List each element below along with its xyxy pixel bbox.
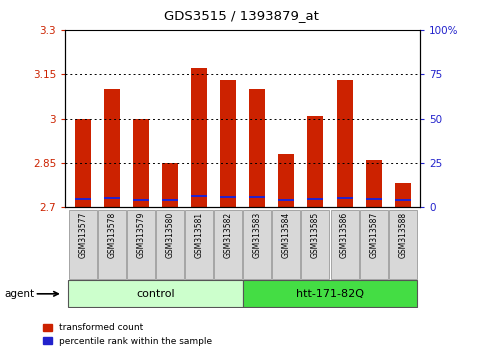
Bar <box>308 116 324 207</box>
Bar <box>243 280 417 307</box>
Bar <box>278 199 294 201</box>
Bar <box>191 68 207 207</box>
Bar <box>337 80 353 207</box>
Text: GSM313587: GSM313587 <box>369 212 378 258</box>
Bar <box>301 210 329 279</box>
Bar <box>133 199 149 201</box>
Bar <box>133 119 149 207</box>
Bar <box>395 183 411 207</box>
Bar <box>162 199 178 201</box>
Text: GSM313578: GSM313578 <box>107 212 116 258</box>
Text: GSM313577: GSM313577 <box>78 212 87 258</box>
Text: GSM313585: GSM313585 <box>311 212 320 258</box>
Bar <box>249 196 265 198</box>
Bar <box>127 210 155 279</box>
Text: GDS3515 / 1393879_at: GDS3515 / 1393879_at <box>164 9 319 22</box>
Text: GSM313582: GSM313582 <box>224 212 233 258</box>
Bar <box>68 280 243 307</box>
Bar <box>278 154 294 207</box>
Bar <box>366 198 382 200</box>
Text: GSM313579: GSM313579 <box>136 212 145 258</box>
Bar <box>214 210 242 279</box>
Text: agent: agent <box>5 289 35 299</box>
Bar <box>162 163 178 207</box>
Bar <box>395 199 411 201</box>
Bar <box>220 80 236 207</box>
Legend: transformed count, percentile rank within the sample: transformed count, percentile rank withi… <box>43 324 213 346</box>
Text: GSM313586: GSM313586 <box>340 212 349 258</box>
Bar <box>104 89 120 207</box>
Text: GSM313583: GSM313583 <box>253 212 262 258</box>
Bar <box>308 198 324 200</box>
Bar <box>272 210 300 279</box>
Bar <box>330 210 358 279</box>
Text: htt-171-82Q: htt-171-82Q <box>296 289 364 299</box>
Text: control: control <box>136 289 175 299</box>
Bar <box>75 119 91 207</box>
Bar <box>69 210 97 279</box>
Bar <box>98 210 126 279</box>
Bar <box>75 198 91 200</box>
Bar <box>249 89 265 207</box>
Bar <box>185 210 213 279</box>
Bar <box>337 197 353 199</box>
Bar <box>220 196 236 198</box>
Text: GSM313580: GSM313580 <box>166 212 174 258</box>
Bar <box>243 210 271 279</box>
Bar <box>366 160 382 207</box>
Text: GSM313584: GSM313584 <box>282 212 291 258</box>
Text: GSM313588: GSM313588 <box>398 212 407 258</box>
Bar <box>360 210 388 279</box>
Bar <box>104 197 120 199</box>
Bar <box>191 195 207 197</box>
Bar <box>156 210 184 279</box>
Bar <box>389 210 417 279</box>
Text: GSM313581: GSM313581 <box>195 212 203 258</box>
